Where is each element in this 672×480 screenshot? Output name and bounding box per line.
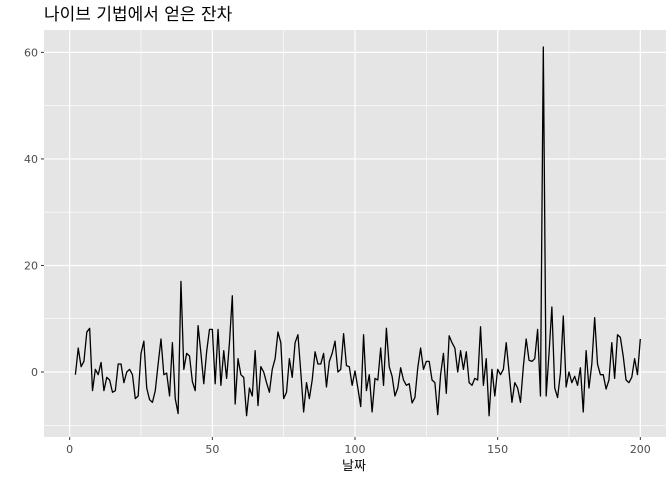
chart-title: 나이브 기법에서 얻은 잔차 — [44, 5, 233, 25]
x-tick-label: 50 — [205, 443, 219, 456]
y-tick-label: 60 — [24, 46, 38, 59]
x-axis-title: 날짜 — [342, 459, 366, 474]
x-axis: 0 50 100 150 200 — [66, 437, 651, 456]
x-tick-label: 150 — [487, 443, 508, 456]
residual-series-line — [74, 46, 641, 417]
y-tick-label: 20 — [24, 259, 38, 272]
y-axis: 0 20 40 60 — [24, 46, 44, 379]
x-tick-label: 200 — [630, 443, 651, 456]
x-tick-label: 0 — [66, 443, 73, 456]
y-tick-label: 40 — [24, 153, 38, 166]
x-tick-label: 100 — [345, 443, 366, 456]
y-tick-label: 0 — [31, 366, 38, 379]
